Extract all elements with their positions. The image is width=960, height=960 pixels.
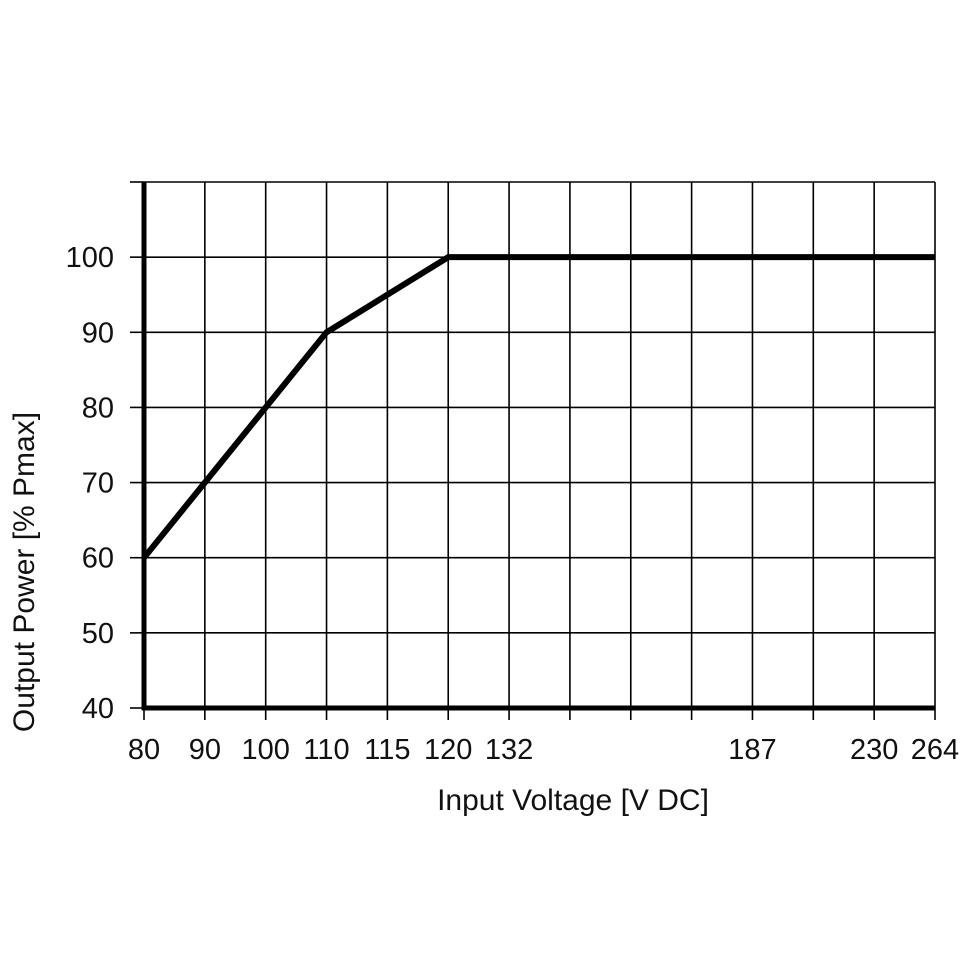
y-tick-label: 100	[66, 242, 114, 274]
x-tick-label: 100	[241, 734, 289, 766]
x-tick-label: 264	[911, 734, 959, 766]
x-tick-labels: 80 90 100 110 115 120 132 187 230 264	[128, 734, 959, 766]
y-tick-label: 50	[82, 618, 114, 650]
x-tick-label: 115	[364, 734, 410, 766]
derating-curve	[141, 254, 935, 560]
x-axis-title: Input Voltage [V DC]	[437, 784, 709, 817]
axis-ticks	[130, 181, 936, 720]
x-tick-label: 80	[128, 734, 160, 766]
y-tick-label: 90	[82, 317, 114, 349]
x-tick-label: 187	[728, 734, 776, 766]
x-tick-label: 110	[303, 734, 349, 766]
y-tick-label: 80	[82, 392, 114, 424]
y-tick-label: 60	[82, 543, 114, 575]
y-tick-label: 40	[82, 693, 114, 725]
y-tick-label: 70	[82, 468, 114, 500]
x-tick-label: 230	[850, 734, 898, 766]
axes	[141, 182, 935, 711]
x-tick-label: 132	[485, 734, 533, 766]
grid-lines	[144, 181, 936, 708]
series-line	[141, 254, 935, 560]
y-axis-title: Output Power [% Pmax]	[8, 412, 41, 732]
x-tick-label: 120	[424, 734, 472, 766]
y-tick-labels: 40 50 60 70 80 90 100	[66, 242, 114, 725]
x-tick-label: 90	[189, 734, 221, 766]
